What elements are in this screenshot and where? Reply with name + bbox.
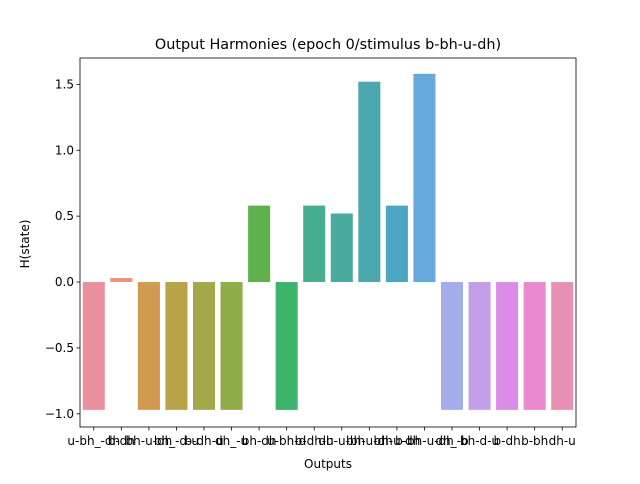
- bar: [303, 205, 326, 283]
- x-tick-label: bh-u-dh: [374, 434, 421, 448]
- x-tick-label: b-dh-u: [184, 434, 223, 448]
- x-tick-label: b-bh: [521, 434, 548, 448]
- bar: [137, 282, 160, 410]
- plot-area: −1.0−0.50.00.51.01.5u-bh_-dhb-dhbh-u-dhb…: [45, 57, 577, 448]
- y-tick-label: 1.0: [55, 143, 74, 157]
- axes-frame: [79, 57, 577, 428]
- bar: [358, 81, 381, 283]
- x-tick-label: b-dh-u: [295, 434, 334, 448]
- y-tick-label: −0.5: [45, 341, 74, 355]
- bar: [165, 282, 188, 410]
- x-tick-label: bh-u-dh: [126, 434, 173, 448]
- bar: [82, 282, 105, 410]
- bar: [551, 282, 574, 410]
- x-tick-label: b-dh: [108, 434, 135, 448]
- x-tick-label: dh-u-bh: [318, 434, 365, 448]
- bar: [110, 278, 133, 283]
- bar: [275, 282, 298, 410]
- bar: [192, 282, 216, 410]
- x-tick-label: bh-dh: [242, 434, 277, 448]
- x-tick-label: b-bh-u-dh: [395, 434, 454, 448]
- y-tick-label: 0.5: [55, 209, 74, 223]
- x-tick-label: bh-d-u: [460, 434, 499, 448]
- y-tick-label: 1.5: [55, 77, 74, 91]
- bar: [440, 282, 464, 410]
- bar: [248, 205, 271, 283]
- x-tick-label: bh-u-dh: [346, 434, 393, 448]
- x-tick-label: u-bh_-dh: [67, 434, 120, 448]
- x-tick-label: dh_-b: [435, 434, 468, 448]
- x-tick-label: u-bh-d: [267, 434, 306, 448]
- bar: [496, 282, 519, 410]
- bar: [385, 205, 408, 283]
- bar: [220, 282, 243, 410]
- bar: [523, 282, 546, 410]
- x-tick-label: b-dh: [494, 434, 521, 448]
- bar: [468, 282, 491, 410]
- x-tick-label: dh_-u: [215, 434, 248, 448]
- x-tick-label: bh_-d-u: [154, 434, 199, 448]
- x-tick-label: dh-u: [549, 434, 576, 448]
- y-axis-label: H(state): [18, 220, 32, 269]
- x-axis-label: Outputs: [304, 457, 352, 471]
- chart-title: Output Harmonies (epoch 0/stimulus b-bh-…: [155, 37, 501, 53]
- bar: [330, 213, 353, 283]
- y-tick-label: −1.0: [45, 407, 74, 421]
- bar: [413, 73, 436, 283]
- y-tick-label: 0.0: [55, 275, 74, 289]
